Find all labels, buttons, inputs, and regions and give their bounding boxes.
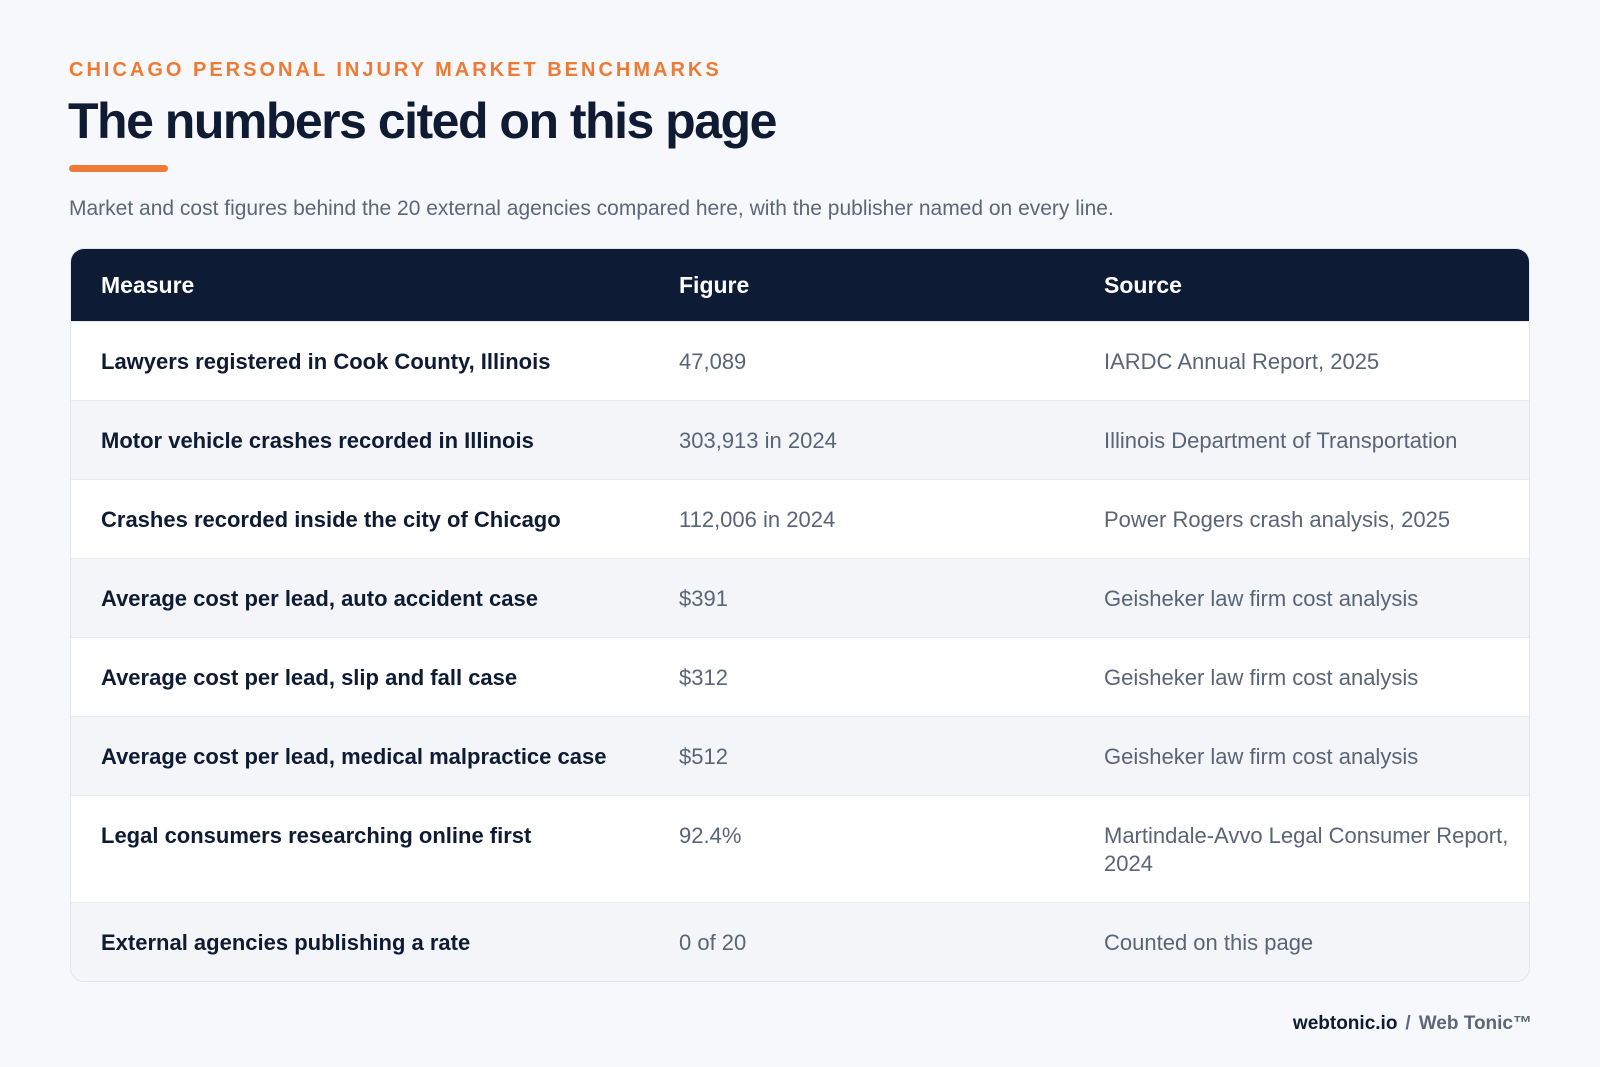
source-cell: Martindale-Avvo Legal Consumer Report, 2… [1104, 823, 1509, 876]
footer-credit: webtonic.io / Web Tonic™ [1293, 1013, 1532, 1035]
measure-cell: Average cost per lead, auto accident cas… [101, 586, 538, 611]
source-cell: Counted on this page [1104, 930, 1314, 955]
figure-cell: 92.4% [679, 823, 742, 848]
footer-separator: / [1405, 1013, 1411, 1034]
footer-domain: webtonic.io [1292, 1013, 1398, 1034]
table-row: External agencies publishing a rate 0 of… [71, 902, 1529, 981]
source-cell: Geisheker law firm cost analysis [1104, 744, 1419, 769]
figure-cell: $391 [679, 586, 728, 611]
measure-cell: Legal consumers researching online first [101, 823, 532, 848]
page-eyebrow: CHICAGO PERSONAL INJURY MARKET BENCHMARK… [69, 59, 722, 81]
table-header: Measure Figure Source [71, 249, 1529, 321]
source-cell: Geisheker law firm cost analysis [1104, 665, 1419, 690]
page-title: The numbers cited on this page [68, 93, 777, 149]
source-cell: IARDC Annual Report, 2025 [1104, 349, 1380, 374]
table-row: Average cost per lead, auto accident cas… [71, 558, 1529, 637]
column-header-measure: Measure [101, 271, 195, 298]
title-underline [69, 165, 168, 172]
table-row: Motor vehicle crashes recorded in Illino… [71, 400, 1529, 479]
source-cell: Power Rogers crash analysis, 2025 [1104, 507, 1451, 532]
table-row: Average cost per lead, medical malpracti… [71, 716, 1529, 795]
column-header-figure: Figure [679, 271, 750, 298]
measure-cell: Average cost per lead, medical malpracti… [101, 744, 607, 769]
benchmarks-table: Measure Figure Source Lawyers registered… [70, 248, 1530, 982]
footer-brand: Web Tonic™ [1418, 1013, 1532, 1034]
measure-cell: Motor vehicle crashes recorded in Illino… [101, 428, 534, 453]
table-row: Crashes recorded inside the city of Chic… [71, 479, 1529, 558]
figure-cell: $312 [679, 665, 728, 690]
figure-cell: 112,006 in 2024 [679, 507, 836, 532]
measure-cell: Average cost per lead, slip and fall cas… [101, 665, 518, 690]
table-row: Lawyers registered in Cook County, Illin… [71, 321, 1529, 400]
source-cell: Illinois Department of Transportation [1104, 428, 1458, 453]
source-cell: Geisheker law firm cost analysis [1104, 586, 1419, 611]
figure-cell: 47,089 [679, 349, 747, 374]
measure-cell: External agencies publishing a rate [101, 930, 471, 955]
page-subtitle: Market and cost figures behind the 20 ex… [69, 197, 1114, 220]
figure-cell: 0 of 20 [679, 930, 747, 955]
table-row: Legal consumers researching online first… [71, 795, 1529, 902]
figure-cell: $512 [679, 744, 728, 769]
measure-cell: Lawyers registered in Cook County, Illin… [101, 349, 551, 374]
table-row: Average cost per lead, slip and fall cas… [71, 637, 1529, 716]
column-header-source: Source [1104, 271, 1182, 298]
measure-cell: Crashes recorded inside the city of Chic… [101, 507, 561, 532]
figure-cell: 303,913 in 2024 [679, 428, 837, 453]
